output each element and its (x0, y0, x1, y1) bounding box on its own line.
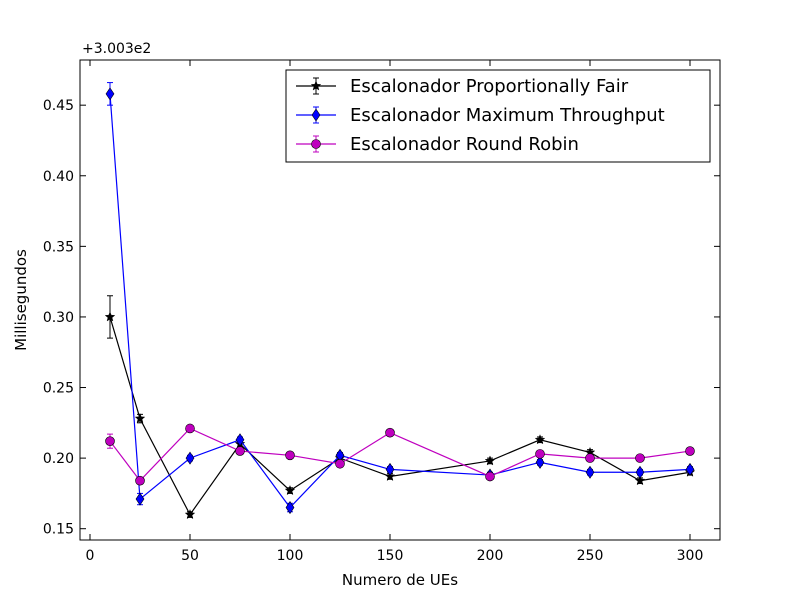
data-point (105, 436, 115, 446)
data-point (235, 446, 245, 456)
series-line (109, 93, 691, 509)
x-tick-label: 50 (181, 548, 199, 564)
data-point (635, 453, 645, 463)
plot-area (79, 59, 721, 541)
data-point (585, 453, 595, 463)
data-point (284, 485, 296, 496)
axis-ticks: 0 50 100 150 200 250 300 0.15 0.20 0.25 0.30 0.35 0.… (43, 60, 720, 564)
y-tick-label: 0.20 (43, 451, 74, 467)
data-point (184, 509, 196, 520)
legend-label: Escalonador Maximum Throughput (350, 105, 665, 126)
data-point (385, 427, 395, 438)
data-point (135, 475, 145, 486)
x-tick-label: 200 (477, 548, 504, 564)
data-point (484, 455, 496, 466)
legend-item: Escalonador Round Robin (296, 134, 579, 155)
y-tick-label: 0.30 (43, 310, 74, 326)
series-line (109, 427, 691, 482)
data-point (185, 423, 195, 434)
data-point (235, 433, 245, 447)
data-point (535, 455, 545, 469)
x-tick-label: 250 (577, 548, 604, 564)
y-tick-label: 0.15 (43, 522, 74, 538)
y-tick-label: 0.35 (43, 239, 74, 255)
legend: Escalonador Proportionally Fair Escalonad… (285, 69, 711, 163)
x-tick-label: 150 (377, 548, 404, 564)
data-point (685, 446, 695, 456)
y-tick-label: 0.40 (43, 169, 74, 185)
data-point (485, 471, 495, 482)
data-point (634, 475, 646, 486)
legend-item: Escalonador Proportionally Fair (296, 76, 629, 97)
data-point (385, 462, 395, 476)
data-point (185, 451, 195, 465)
data-point (285, 450, 295, 461)
series-line (109, 316, 691, 516)
plot-frame (79, 59, 721, 541)
legend-marker (310, 80, 322, 91)
y-tick-label: 0.25 (43, 381, 74, 397)
x-tick-label: 0 (86, 548, 95, 564)
data-point (685, 462, 695, 476)
data-point (134, 413, 146, 424)
legend-item: Escalonador Maximum Throughput (296, 105, 665, 126)
data-point (534, 434, 546, 445)
x-axis-label: Numero de UEs (342, 571, 458, 589)
data-point (335, 458, 345, 469)
series-3 (105, 423, 695, 486)
legend-box (285, 69, 711, 163)
series-2 (105, 82, 695, 515)
data-point (585, 465, 595, 479)
y-axis-label: Millisegundos (12, 249, 30, 351)
y-offset-label: +3.003e2 (82, 41, 151, 57)
data-point (535, 449, 545, 459)
data-point (135, 492, 145, 506)
legend-label: Escalonador Round Robin (350, 134, 579, 155)
data-point (384, 470, 396, 481)
y-tick-label: 0.45 (43, 98, 74, 114)
data-point (105, 87, 115, 101)
x-tick-label: 100 (277, 548, 304, 564)
data-point (104, 311, 116, 322)
legend-label: Escalonador Proportionally Fair (350, 76, 629, 97)
x-tick-label: 300 (677, 548, 704, 564)
legend-marker (311, 108, 321, 122)
legend-marker (311, 139, 321, 149)
data-point (285, 500, 295, 515)
data-point (635, 465, 645, 479)
